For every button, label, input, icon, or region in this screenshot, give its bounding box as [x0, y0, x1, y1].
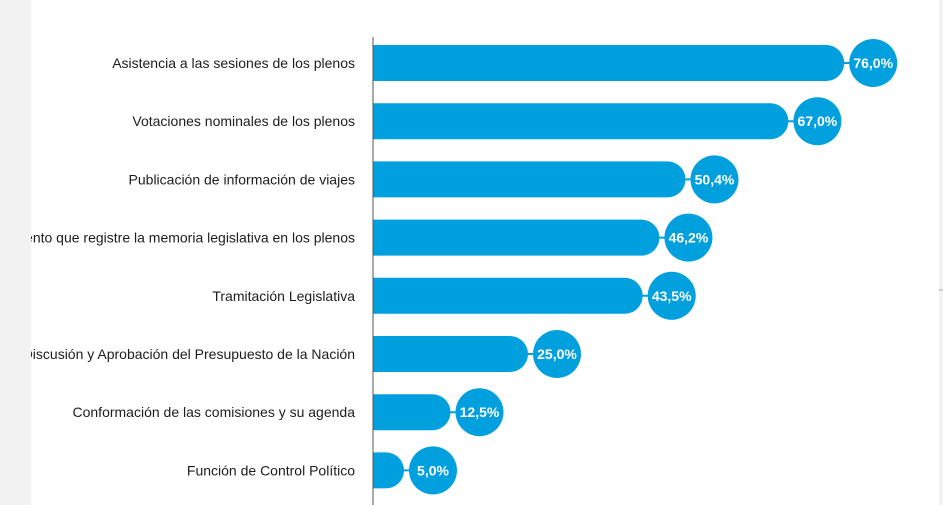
category-label: Función de Control Político: [187, 462, 355, 478]
bar: [373, 277, 643, 314]
page-margin: [939, 0, 943, 505]
value-bubble: [664, 213, 713, 262]
value-bubbles-group: 76,0% 67,0% 50,4% 46,2% 43,5% 25,0% 12,5% 5,0%: [409, 39, 898, 495]
value-label: 5,0%: [417, 462, 449, 478]
category-label: Asistencia a las sesiones de los plenos: [112, 55, 355, 71]
value-label: 43,5%: [652, 288, 692, 304]
value-bubble: [690, 155, 739, 204]
bar: [373, 336, 528, 372]
value-label: 50,4%: [695, 171, 735, 187]
scroll-marker: [939, 289, 943, 291]
value-label: 12,5%: [460, 404, 500, 420]
category-label: Discusión y Aprobación del Presupuesto d…: [23, 346, 355, 362]
bar: [373, 219, 660, 256]
category-label: Conformación de las comisiones y su agen…: [73, 404, 356, 420]
value-bubble: [533, 330, 581, 378]
value-bubble: [793, 97, 842, 146]
category-labels-group: Asistencia a las sesiones de los plenos V…: [6, 55, 356, 478]
category-label: Publicación de información de viajes: [129, 171, 355, 187]
bar: [373, 452, 404, 489]
bar: [373, 103, 789, 140]
category-label: umento que registre la memoria legislati…: [6, 230, 355, 246]
bar: [373, 394, 451, 431]
value-bubble: [409, 446, 457, 495]
value-label: 46,2%: [669, 230, 709, 246]
bar: [373, 45, 845, 81]
bar: [373, 161, 686, 198]
category-label: Votaciones nominales de los plenos: [132, 113, 355, 129]
value-bubble: [849, 39, 898, 87]
value-label: 67,0%: [798, 113, 838, 129]
value-label: 25,0%: [537, 346, 577, 362]
value-label: 76,0%: [853, 55, 893, 71]
bars-group: [373, 45, 845, 489]
category-label: Tramitación Legislativa: [212, 288, 355, 304]
value-bubble: [455, 388, 504, 437]
value-bubble: [647, 271, 696, 320]
